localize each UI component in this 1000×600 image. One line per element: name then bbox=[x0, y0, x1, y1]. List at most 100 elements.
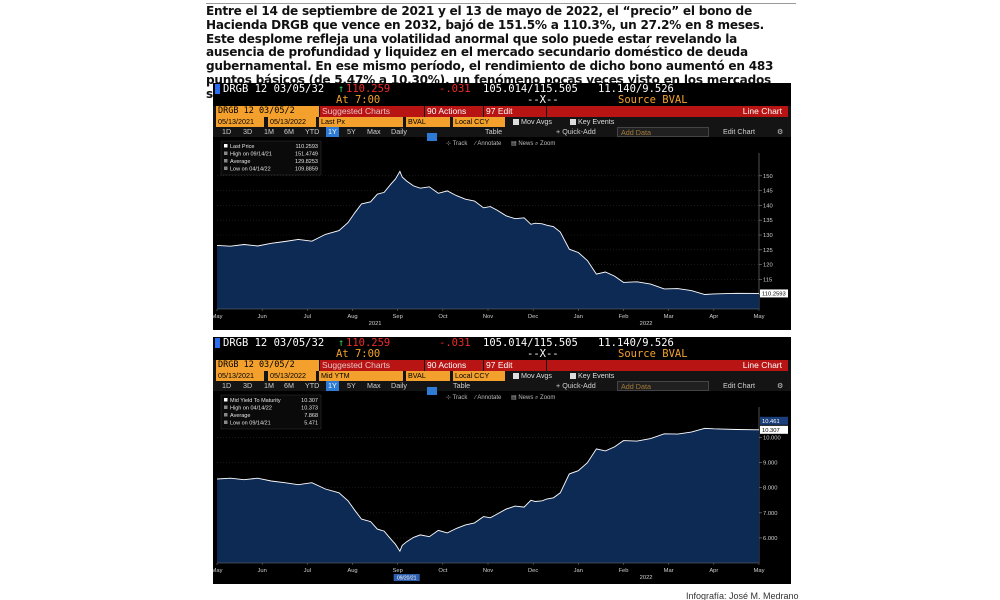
price-line-chart: ⊹ Track∕ Annotate▤ News⌕ Zoom11011512012… bbox=[213, 140, 788, 327]
date-to-field[interactable]: 05/13/2022 bbox=[268, 371, 316, 381]
period-1m[interactable]: 1M bbox=[264, 381, 274, 390]
ticker-field[interactable]: DRGB 12 03/05/2 bbox=[216, 360, 319, 371]
table-button[interactable]: Table bbox=[453, 381, 471, 390]
actions-menu[interactable]: 90 Actions bbox=[425, 360, 483, 371]
bid-ask: 105.014/115.505 bbox=[483, 83, 578, 95]
period-3d[interactable]: 3D bbox=[243, 381, 253, 390]
quick-add-button[interactable]: + Quick-Add bbox=[556, 127, 596, 136]
key-events-toggle[interactable]: Key Events bbox=[570, 371, 614, 381]
x-tick-label: Aug bbox=[347, 314, 357, 320]
period-6m[interactable]: 6M bbox=[284, 127, 294, 136]
period-max[interactable]: Max bbox=[367, 127, 381, 136]
time-label: At 7:00 bbox=[336, 348, 381, 360]
legend-label: Low on 09/14/21 bbox=[230, 421, 271, 427]
field-select[interactable]: Mid YTM bbox=[319, 371, 403, 381]
table-button[interactable]: Table bbox=[485, 127, 503, 136]
legend-swatch bbox=[224, 159, 228, 163]
track-button: ⊹ Track bbox=[446, 394, 468, 401]
legend-label: Mid Yield To Maturity bbox=[230, 398, 281, 404]
yields: 11.140/9.526 bbox=[598, 337, 674, 349]
year-label: 2021 bbox=[369, 321, 382, 327]
legend-label: Average bbox=[230, 413, 250, 419]
x-tick-label: Nov bbox=[483, 314, 493, 320]
legend-label: High on 09/14/21 bbox=[230, 152, 272, 158]
period-3d[interactable]: 3D bbox=[243, 127, 253, 136]
period-ytd[interactable]: YTD bbox=[305, 127, 320, 136]
period-1y[interactable]: 1Y bbox=[326, 381, 339, 391]
period-1d[interactable]: 1D bbox=[222, 127, 232, 136]
zoom-button: ⌕ Zoom bbox=[535, 141, 555, 147]
source-select[interactable]: BVAL bbox=[406, 117, 450, 127]
security-name: DRGB 12 03/05/32 bbox=[223, 83, 325, 95]
chart-type-icon[interactable] bbox=[427, 382, 437, 400]
suggested-charts[interactable]: Suggested Charts bbox=[320, 106, 424, 117]
suggested-charts[interactable]: Suggested Charts bbox=[320, 360, 424, 371]
zoom-button: ⌕ Zoom bbox=[535, 395, 555, 401]
legend-box bbox=[220, 140, 322, 176]
period-5y[interactable]: 5Y bbox=[347, 381, 356, 390]
x-tick-label: May bbox=[754, 568, 765, 574]
settings-gear-icon[interactable]: ⚙ bbox=[777, 127, 784, 136]
date-from-field[interactable]: 05/13/2021 bbox=[216, 117, 264, 127]
series-line bbox=[216, 170, 760, 295]
date-to-field[interactable]: 05/13/2022 bbox=[268, 117, 316, 127]
x-tick-label: Jul bbox=[304, 568, 311, 574]
y-tick-label: 6.000 bbox=[763, 536, 778, 542]
x-tick-label: Jun bbox=[257, 568, 266, 574]
x-tick-label: Feb bbox=[619, 568, 629, 574]
y-tick-label: 9.000 bbox=[763, 461, 778, 467]
add-data-input[interactable]: Add Data bbox=[617, 381, 709, 391]
legend-label: Last Price bbox=[230, 144, 254, 150]
edit-menu[interactable]: 97 Edit bbox=[484, 106, 546, 117]
x-tick-label: Aug bbox=[347, 568, 357, 574]
period-1y[interactable]: 1Y bbox=[326, 127, 339, 137]
quote-bar: DRGB 12 03/05/32 ↑ 110.259 -.031 105.014… bbox=[213, 83, 791, 95]
period-5y[interactable]: 5Y bbox=[347, 127, 356, 136]
mov-avgs-toggle[interactable]: Mov Avgs bbox=[513, 117, 552, 127]
legend-swatch bbox=[224, 405, 228, 409]
add-data-input[interactable]: Add Data bbox=[617, 127, 709, 137]
source-select[interactable]: BVAL bbox=[406, 371, 450, 381]
x-tick-label: Oct bbox=[438, 314, 447, 320]
x-tick-label: Oct bbox=[438, 568, 447, 574]
actions-menu[interactable]: 90 Actions bbox=[425, 106, 483, 117]
legend-value: 10.307 bbox=[301, 398, 318, 404]
frequency-select[interactable]: Daily bbox=[391, 127, 407, 136]
key-events-label: Key Events bbox=[578, 371, 615, 380]
period-max[interactable]: Max bbox=[367, 381, 381, 390]
price-change: -.031 bbox=[439, 337, 471, 349]
annotate-button: ∕ Annotate bbox=[473, 394, 502, 401]
mov-avgs-toggle[interactable]: Mov Avgs bbox=[513, 371, 552, 381]
date-tag-label: 09/20/21 bbox=[397, 576, 417, 582]
bloomberg-price-chart-panel: DRGB 12 03/05/32 ↑ 110.259 -.031 105.014… bbox=[213, 83, 791, 330]
y-tick-label: 7.000 bbox=[763, 511, 778, 517]
x-tick-label: Sep bbox=[393, 568, 403, 574]
quick-add-button[interactable]: + Quick-Add bbox=[556, 381, 596, 390]
key-events-toggle[interactable]: Key Events bbox=[570, 117, 614, 127]
period-6m[interactable]: 6M bbox=[284, 381, 294, 390]
edit-chart-button[interactable]: Edit Chart bbox=[723, 127, 755, 136]
settings-bar: 05/13/2021 05/13/2022 Mid YTM BVAL Local… bbox=[213, 371, 791, 381]
edit-menu[interactable]: 97 Edit bbox=[484, 360, 546, 371]
legend-box bbox=[220, 394, 322, 430]
mov-avgs-label: Mov Avgs bbox=[521, 371, 553, 380]
period-ytd[interactable]: YTD bbox=[305, 381, 320, 390]
period-1m[interactable]: 1M bbox=[264, 127, 274, 136]
legend-value: 151.4749 bbox=[295, 152, 318, 158]
period-1d[interactable]: 1D bbox=[222, 381, 232, 390]
legend-value: 110.2593 bbox=[295, 144, 318, 150]
settings-gear-icon[interactable]: ⚙ bbox=[777, 381, 784, 390]
last-price: 110.259 bbox=[346, 337, 391, 349]
frequency-select[interactable]: Daily bbox=[391, 381, 407, 390]
edit-chart-button[interactable]: Edit Chart bbox=[723, 381, 755, 390]
currency-select[interactable]: Local CCY bbox=[453, 371, 505, 381]
chart-type-icon[interactable] bbox=[427, 128, 437, 146]
field-select[interactable]: Last Px bbox=[319, 117, 403, 127]
y-tick-label: 135 bbox=[763, 218, 773, 224]
secondary-value-tag-box bbox=[760, 416, 788, 425]
ticker-field[interactable]: DRGB 12 03/05/2 bbox=[216, 106, 319, 117]
quote-bar: DRGB 12 03/05/32 ↑ 110.259 -.031 105.014… bbox=[213, 337, 791, 349]
currency-select[interactable]: Local CCY bbox=[453, 117, 505, 127]
command-bar: DRGB 12 03/05/2 Suggested Charts 90 Acti… bbox=[213, 106, 791, 117]
date-from-field[interactable]: 05/13/2021 bbox=[216, 371, 264, 381]
